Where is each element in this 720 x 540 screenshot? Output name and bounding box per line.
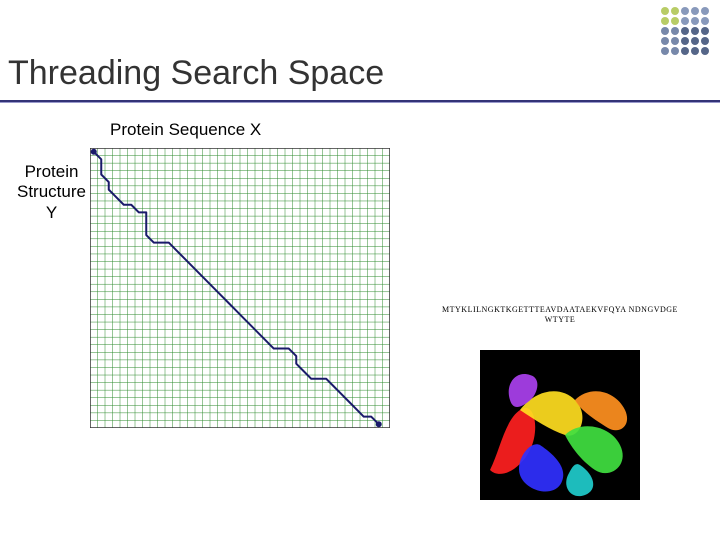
title-underline <box>0 100 720 103</box>
grid-svg <box>90 148 390 428</box>
slide-title: Threading Search Space <box>8 54 384 93</box>
alignment-grid <box>90 148 390 428</box>
protein-svg <box>480 350 640 500</box>
sequence-text: MTYKLILNGKTKGETTTEAVDAATAEKVFQYA NDNGVDG… <box>440 305 680 325</box>
axis-label-y: ProteinStructureY <box>14 162 89 223</box>
axis-label-x: Protein Sequence X <box>110 120 261 140</box>
protein-structure-image <box>480 350 640 500</box>
corner-dot-grid <box>660 6 710 56</box>
